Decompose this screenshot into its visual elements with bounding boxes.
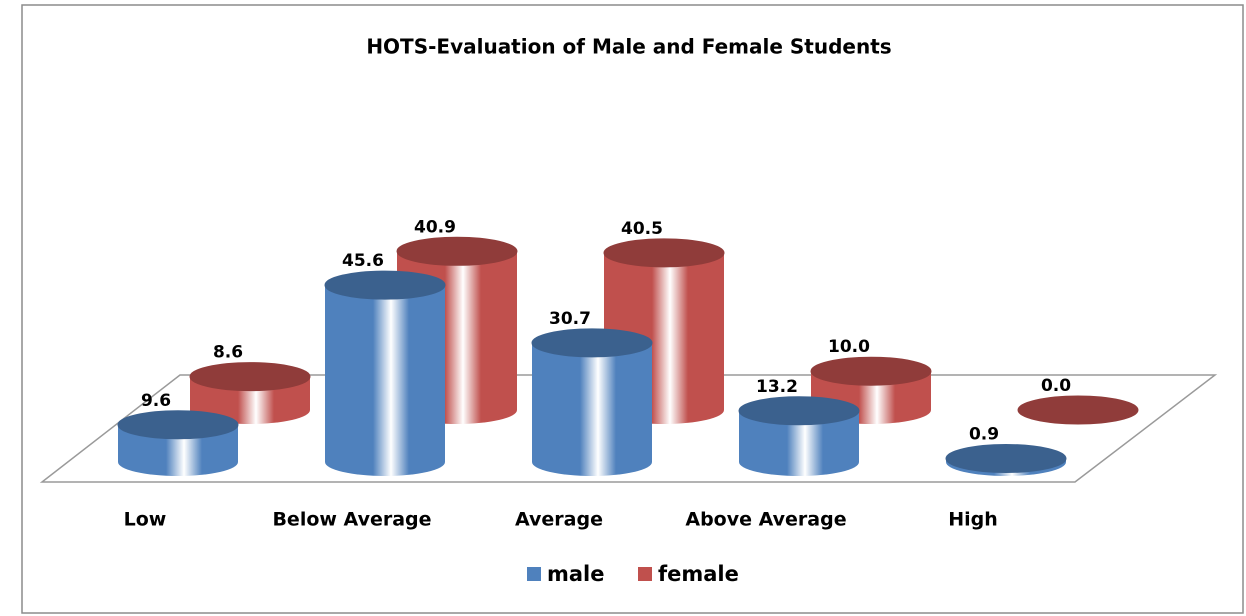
data-label: 13.2 <box>756 377 798 397</box>
x-tick-label: Below Average <box>272 509 431 531</box>
data-label: 0.9 <box>969 425 999 445</box>
legend-swatch <box>527 567 541 581</box>
legend-swatch <box>638 567 652 581</box>
data-label: 40.5 <box>621 219 663 239</box>
cylinder <box>1017 395 1139 425</box>
x-tick-label: Average <box>515 509 603 531</box>
cylinder <box>531 328 653 476</box>
x-tick-label: High <box>948 509 998 531</box>
cylinder <box>810 356 932 424</box>
cylinder <box>738 396 860 476</box>
x-tick-label: Low <box>124 509 167 531</box>
x-tick-label: Above Average <box>685 509 846 531</box>
data-label: 45.6 <box>342 251 384 271</box>
data-label: 0.0 <box>1041 376 1071 396</box>
legend-label: male <box>547 562 605 586</box>
cylinder <box>189 362 311 424</box>
data-label: 8.6 <box>213 343 243 363</box>
legend-label: female <box>658 562 739 586</box>
cylinder <box>324 270 446 476</box>
chart-title: HOTS-Evaluation of Male and Female Stude… <box>366 35 891 59</box>
cylinder <box>117 410 239 476</box>
data-label: 10.0 <box>828 337 870 357</box>
cylinder <box>945 444 1067 476</box>
data-label: 9.6 <box>141 391 171 411</box>
data-label: 30.7 <box>549 309 591 329</box>
data-label: 40.9 <box>414 217 456 237</box>
